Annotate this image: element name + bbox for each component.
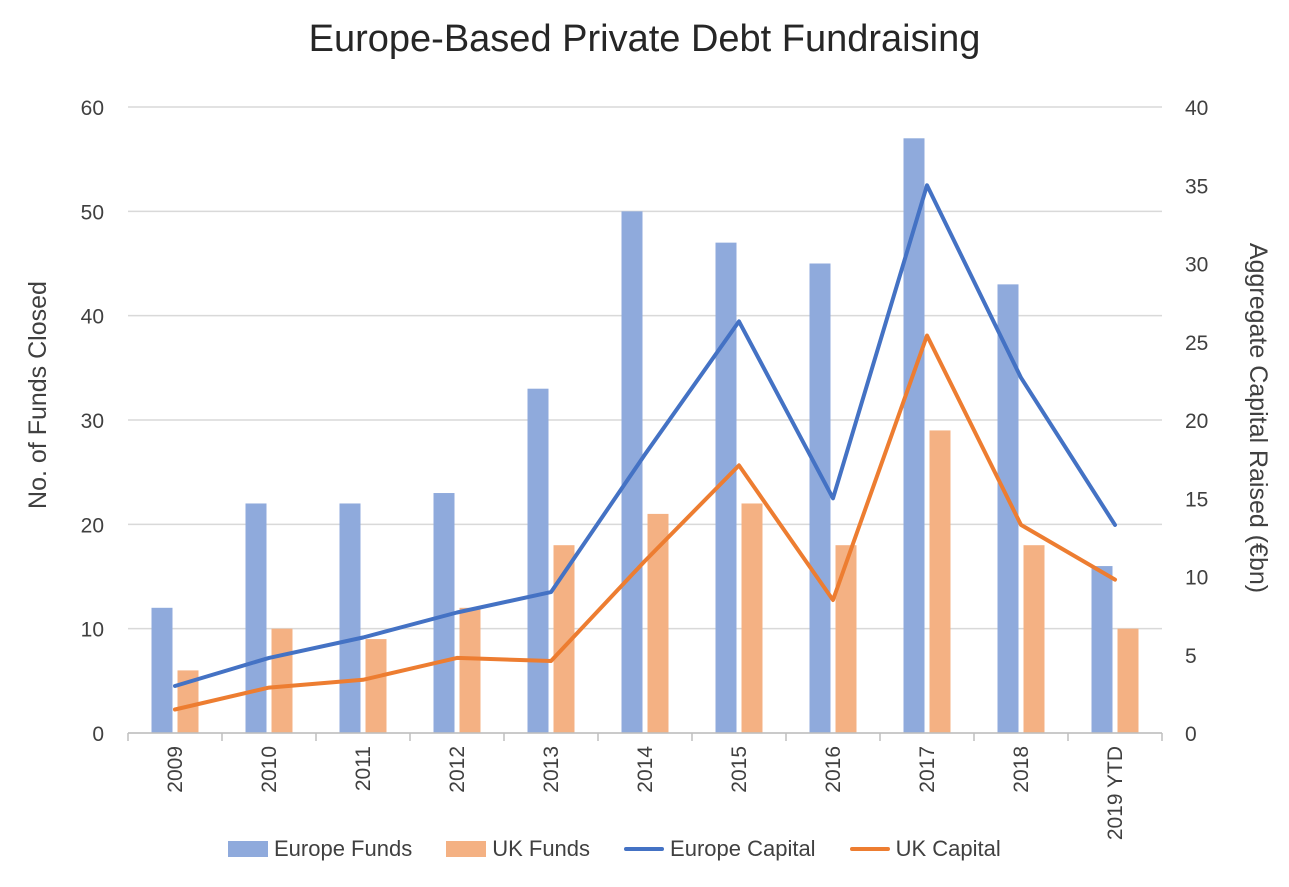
x-tick-label: 2018 (1010, 746, 1033, 793)
legend-line-europe-capital (624, 847, 665, 851)
y-axis-right-label: Aggregate Capital Raised (€bn) (1244, 243, 1272, 593)
y-tick-label: 60 (81, 97, 104, 120)
y-right-tick-label: 0 (1185, 723, 1197, 746)
line-uk-capital (173, 333, 1117, 712)
bar-uk-funds (271, 628, 293, 733)
x-tick-label: 2009 (164, 746, 187, 793)
lines (173, 183, 1117, 712)
bar-europe-funds (809, 263, 831, 733)
legend-item-uk-capital: UK Capital (849, 836, 1001, 862)
y-right-tick-label: 10 (1185, 567, 1208, 590)
line-europe-capital (173, 183, 1117, 688)
y-axis-label: No. of Funds Closed (24, 281, 52, 509)
x-tick-label: 2014 (634, 746, 657, 793)
y-tick-label: 10 (81, 619, 104, 642)
bar-uk-funds (365, 639, 387, 733)
bar-uk-funds (647, 513, 669, 733)
legend-item-europe-capital: Europe Capital (624, 836, 816, 862)
x-tick-label: 2013 (540, 746, 563, 793)
bar-uk-funds (459, 607, 481, 733)
y-right-tick-label: 15 (1185, 488, 1208, 511)
bar-europe-funds (245, 503, 267, 733)
bar-uk-funds (1117, 628, 1139, 733)
x-tick-label: 2015 (728, 746, 751, 793)
legend: Europe Funds UK Funds Europe Capital UK … (228, 836, 1035, 862)
bar-europe-funds (339, 503, 361, 733)
legend-item-europe-funds: Europe Funds (228, 836, 412, 862)
legend-label: UK Capital (895, 836, 1001, 861)
y-right-tick-label: 5 (1185, 645, 1197, 668)
legend-label: Europe Capital (670, 836, 816, 861)
bars (151, 138, 1139, 734)
x-tick-label: 2017 (916, 746, 939, 793)
x-tick-label: 2016 (822, 746, 845, 793)
bar-uk-funds (177, 670, 199, 733)
x-tick-label: 2012 (446, 746, 469, 793)
y-right-tick-label: 20 (1185, 410, 1208, 433)
bar-europe-funds (433, 493, 455, 733)
y-tick-label: 20 (81, 514, 104, 537)
y-tick-label: 0 (92, 723, 104, 746)
bar-europe-funds (715, 242, 737, 733)
bar-europe-funds (527, 388, 549, 733)
legend-swatch-uk-funds (446, 841, 487, 857)
bar-uk-funds (1023, 545, 1045, 733)
y-right-tick-label: 25 (1185, 332, 1208, 355)
y-tick-label: 50 (81, 201, 104, 224)
bar-europe-funds (903, 138, 925, 734)
legend-line-uk-capital (849, 847, 890, 851)
axes: 0 10 20 30 40 50 60 0 5 10 15 20 25 30 35 40 2009 2010 201… (81, 97, 1209, 840)
legend-label: Europe Funds (274, 836, 413, 861)
y-right-tick-label: 35 (1185, 175, 1208, 198)
bar-uk-funds (741, 503, 763, 733)
y-tick-label: 30 (81, 410, 104, 433)
y-right-tick-label: 30 (1185, 254, 1208, 277)
legend-label: UK Funds (492, 836, 591, 861)
y-tick-label: 40 (81, 306, 104, 329)
bar-uk-funds (835, 545, 857, 733)
bar-europe-funds (1091, 566, 1113, 733)
y-right-tick-label: 40 (1185, 97, 1208, 120)
x-tick-label: 2019 YTD (1104, 746, 1127, 840)
x-tick-label: 2010 (258, 746, 281, 793)
bar-europe-funds (151, 607, 173, 733)
bar-uk-funds (929, 430, 951, 733)
x-tick-label: 2011 (352, 746, 375, 791)
legend-swatch-europe-funds (228, 841, 268, 857)
legend-item-uk-funds: UK Funds (446, 836, 590, 862)
chart-title: Europe-Based Private Debt Fundraising (308, 18, 981, 60)
bar-uk-funds (553, 545, 575, 733)
bar-europe-funds (997, 284, 1019, 733)
